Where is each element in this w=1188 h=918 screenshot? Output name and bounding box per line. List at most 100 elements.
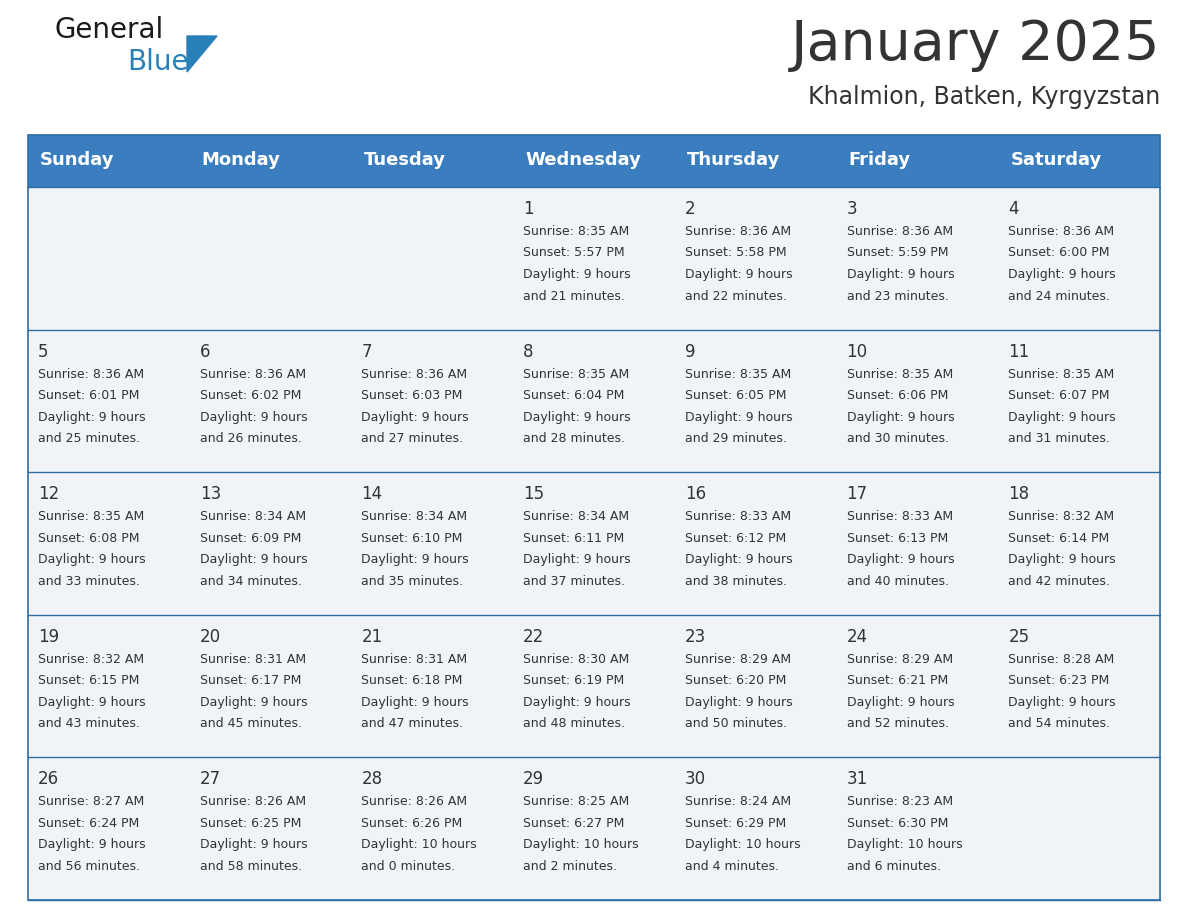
Text: Daylight: 9 hours: Daylight: 9 hours	[38, 838, 146, 851]
Text: 20: 20	[200, 628, 221, 645]
Bar	[29, 187, 1159, 330]
Text: Sunset: 6:15 PM: Sunset: 6:15 PM	[38, 675, 139, 688]
Text: Daylight: 9 hours: Daylight: 9 hours	[523, 268, 631, 281]
Text: 29: 29	[523, 770, 544, 789]
Text: 6: 6	[200, 342, 210, 361]
Text: Sunrise: 8:35 AM: Sunrise: 8:35 AM	[523, 367, 630, 381]
Text: Sunrise: 8:32 AM: Sunrise: 8:32 AM	[38, 653, 144, 666]
Text: Sunset: 6:24 PM: Sunset: 6:24 PM	[38, 817, 139, 830]
Text: Sunset: 6:26 PM: Sunset: 6:26 PM	[361, 817, 462, 830]
Text: 28: 28	[361, 770, 383, 789]
Text: and 52 minutes.: and 52 minutes.	[847, 717, 948, 731]
Text: Daylight: 10 hours: Daylight: 10 hours	[684, 838, 801, 851]
Bar	[29, 615, 1159, 757]
Text: Sunrise: 8:35 AM: Sunrise: 8:35 AM	[684, 367, 791, 381]
Text: Daylight: 9 hours: Daylight: 9 hours	[38, 554, 146, 566]
Text: Sunrise: 8:24 AM: Sunrise: 8:24 AM	[684, 795, 791, 809]
Text: Sunrise: 8:26 AM: Sunrise: 8:26 AM	[361, 795, 468, 809]
Text: Sunset: 6:01 PM: Sunset: 6:01 PM	[38, 389, 139, 402]
Bar	[29, 472, 1159, 615]
Text: 8: 8	[523, 342, 533, 361]
Text: Sunset: 6:00 PM: Sunset: 6:00 PM	[1009, 247, 1110, 260]
Text: Sunrise: 8:23 AM: Sunrise: 8:23 AM	[847, 795, 953, 809]
Text: General: General	[55, 16, 164, 44]
Text: and 30 minutes.: and 30 minutes.	[847, 432, 948, 445]
Text: Sunset: 6:11 PM: Sunset: 6:11 PM	[523, 532, 625, 544]
Text: and 56 minutes.: and 56 minutes.	[38, 860, 140, 873]
Text: 11: 11	[1009, 342, 1030, 361]
Text: Daylight: 9 hours: Daylight: 9 hours	[684, 268, 792, 281]
Text: Sunday: Sunday	[40, 151, 114, 169]
Text: Sunset: 6:07 PM: Sunset: 6:07 PM	[1009, 389, 1110, 402]
Text: and 50 minutes.: and 50 minutes.	[684, 717, 786, 731]
Text: Daylight: 9 hours: Daylight: 9 hours	[1009, 410, 1116, 423]
Text: and 0 minutes.: and 0 minutes.	[361, 860, 455, 873]
Text: 30: 30	[684, 770, 706, 789]
Text: and 47 minutes.: and 47 minutes.	[361, 717, 463, 731]
Text: Sunset: 6:20 PM: Sunset: 6:20 PM	[684, 675, 786, 688]
Text: 31: 31	[847, 770, 867, 789]
Text: Daylight: 9 hours: Daylight: 9 hours	[38, 696, 146, 709]
Text: Daylight: 9 hours: Daylight: 9 hours	[523, 696, 631, 709]
Text: Sunrise: 8:33 AM: Sunrise: 8:33 AM	[684, 510, 791, 523]
Text: 24: 24	[847, 628, 867, 645]
Text: Sunset: 6:10 PM: Sunset: 6:10 PM	[361, 532, 463, 544]
Text: Sunset: 6:13 PM: Sunset: 6:13 PM	[847, 532, 948, 544]
Text: Sunset: 6:30 PM: Sunset: 6:30 PM	[847, 817, 948, 830]
Text: Sunset: 6:25 PM: Sunset: 6:25 PM	[200, 817, 301, 830]
Text: Daylight: 9 hours: Daylight: 9 hours	[361, 696, 469, 709]
Text: Daylight: 9 hours: Daylight: 9 hours	[684, 696, 792, 709]
Text: 10: 10	[847, 342, 867, 361]
Text: Sunrise: 8:34 AM: Sunrise: 8:34 AM	[200, 510, 305, 523]
Text: Thursday: Thursday	[687, 151, 781, 169]
Text: and 22 minutes.: and 22 minutes.	[684, 289, 786, 303]
Text: and 43 minutes.: and 43 minutes.	[38, 717, 140, 731]
Text: Daylight: 9 hours: Daylight: 9 hours	[1009, 268, 1116, 281]
Text: Daylight: 9 hours: Daylight: 9 hours	[847, 554, 954, 566]
Bar	[29, 330, 1159, 472]
Text: and 42 minutes.: and 42 minutes.	[1009, 575, 1110, 588]
Text: and 35 minutes.: and 35 minutes.	[361, 575, 463, 588]
Text: Blue: Blue	[127, 48, 189, 76]
Text: Daylight: 9 hours: Daylight: 9 hours	[361, 410, 469, 423]
Text: Daylight: 9 hours: Daylight: 9 hours	[1009, 696, 1116, 709]
Text: Daylight: 10 hours: Daylight: 10 hours	[523, 838, 639, 851]
Text: and 23 minutes.: and 23 minutes.	[847, 289, 948, 303]
Text: Wednesday: Wednesday	[525, 151, 642, 169]
Text: and 38 minutes.: and 38 minutes.	[684, 575, 786, 588]
Text: Sunrise: 8:36 AM: Sunrise: 8:36 AM	[361, 367, 468, 381]
Text: and 6 minutes.: and 6 minutes.	[847, 860, 941, 873]
Text: Sunrise: 8:26 AM: Sunrise: 8:26 AM	[200, 795, 305, 809]
Text: Sunset: 6:06 PM: Sunset: 6:06 PM	[847, 389, 948, 402]
Text: Sunrise: 8:32 AM: Sunrise: 8:32 AM	[1009, 510, 1114, 523]
Text: Daylight: 9 hours: Daylight: 9 hours	[200, 838, 308, 851]
Text: Sunrise: 8:35 AM: Sunrise: 8:35 AM	[1009, 367, 1114, 381]
Text: Sunset: 6:05 PM: Sunset: 6:05 PM	[684, 389, 786, 402]
Text: Sunrise: 8:31 AM: Sunrise: 8:31 AM	[361, 653, 468, 666]
Text: Saturday: Saturday	[1010, 151, 1101, 169]
Text: Daylight: 9 hours: Daylight: 9 hours	[1009, 554, 1116, 566]
Text: Sunset: 6:02 PM: Sunset: 6:02 PM	[200, 389, 301, 402]
Text: and 34 minutes.: and 34 minutes.	[200, 575, 302, 588]
Text: Daylight: 9 hours: Daylight: 9 hours	[684, 410, 792, 423]
Text: and 2 minutes.: and 2 minutes.	[523, 860, 617, 873]
Text: and 26 minutes.: and 26 minutes.	[200, 432, 302, 445]
Text: 13: 13	[200, 486, 221, 503]
Text: Sunrise: 8:34 AM: Sunrise: 8:34 AM	[523, 510, 630, 523]
Text: 17: 17	[847, 486, 867, 503]
Bar	[29, 757, 1159, 900]
Text: 4: 4	[1009, 200, 1019, 218]
Text: 15: 15	[523, 486, 544, 503]
Text: Sunset: 6:04 PM: Sunset: 6:04 PM	[523, 389, 625, 402]
Polygon shape	[187, 36, 217, 72]
Text: Sunrise: 8:25 AM: Sunrise: 8:25 AM	[523, 795, 630, 809]
Text: Sunset: 6:29 PM: Sunset: 6:29 PM	[684, 817, 786, 830]
Text: Daylight: 9 hours: Daylight: 9 hours	[847, 696, 954, 709]
Text: and 31 minutes.: and 31 minutes.	[1009, 432, 1110, 445]
Text: 25: 25	[1009, 628, 1030, 645]
Text: and 29 minutes.: and 29 minutes.	[684, 432, 786, 445]
Text: and 27 minutes.: and 27 minutes.	[361, 432, 463, 445]
Text: 7: 7	[361, 342, 372, 361]
Text: Sunrise: 8:36 AM: Sunrise: 8:36 AM	[200, 367, 305, 381]
Text: 22: 22	[523, 628, 544, 645]
